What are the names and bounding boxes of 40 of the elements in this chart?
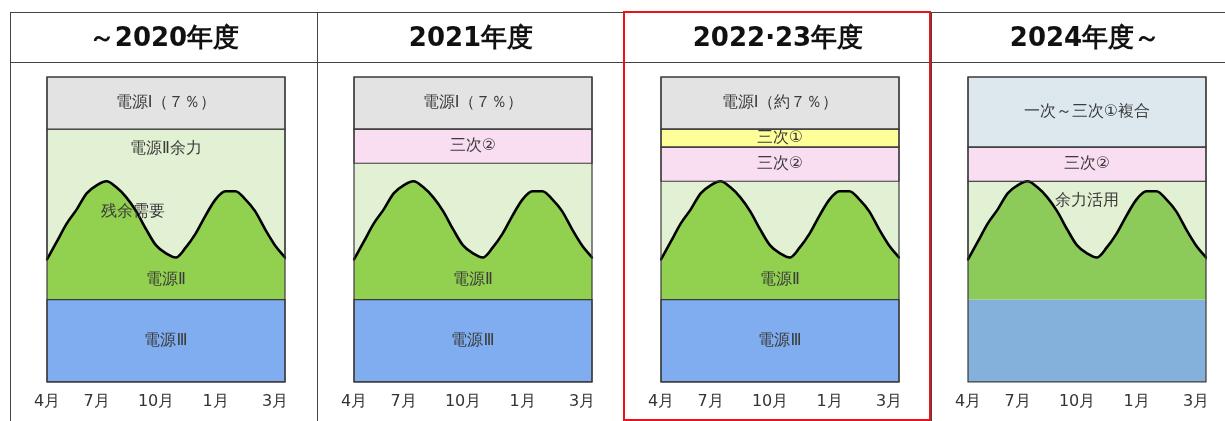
x-tick-label: 7月 [390,390,417,410]
band-label: 三次② [449,135,497,155]
x-tick-label: 10月 [137,390,175,410]
band-label: 電源Ⅰ（約７％） [721,92,839,112]
x-tick-label: 3月 [261,390,289,410]
x-tick-label: 3月 [568,390,596,410]
chart-title: ～2020年度 [87,21,241,54]
x-tick-label: 7月 [83,390,110,410]
band-label: 一次～三次①複合 [1023,101,1151,121]
x-tick-label: 4月 [340,390,368,410]
band-label: 三次② [756,153,804,173]
band-label: 電源Ⅱ余力 [130,138,202,158]
band-label: 三次② [1063,153,1111,173]
x-tick-label: 4月 [954,390,982,410]
x-tick-label: 4月 [33,390,61,410]
x-tick-label: 7月 [1004,390,1031,410]
band-label: 電源Ⅰ（７％） [422,92,524,112]
x-tick-label: 1月 [1123,390,1150,410]
x-tick-label: 4月 [647,390,675,410]
chart-title: 2024年度～ [1008,21,1162,54]
band-label: 電源Ⅲ [144,329,188,349]
x-tick-label: 1月 [816,390,843,410]
band-label: 余力活用 [1055,190,1119,210]
band-label: 電源Ⅲ [758,329,802,349]
series-label: 電源Ⅱ [146,268,186,288]
x-tick-label: 10月 [444,390,482,410]
x-tick-label: 10月 [751,390,789,410]
chart-title: 2022·23年度 [691,21,865,54]
x-tick-label: 1月 [202,390,229,410]
x-tick-label: 10月 [1058,390,1096,410]
x-tick-label: 1月 [509,390,536,410]
band-label: 三次① [756,127,804,147]
series-label: 電源Ⅱ [453,268,493,288]
chart-title: 2021年度 [407,21,535,54]
x-tick-label: 3月 [875,390,903,410]
band-label: 電源Ⅲ [451,329,495,349]
x-tick-label: 3月 [1182,390,1210,410]
band-label: 電源Ⅰ（７％） [115,92,217,112]
x-tick-label: 7月 [697,390,724,410]
series-label: 電源Ⅱ [760,268,800,288]
